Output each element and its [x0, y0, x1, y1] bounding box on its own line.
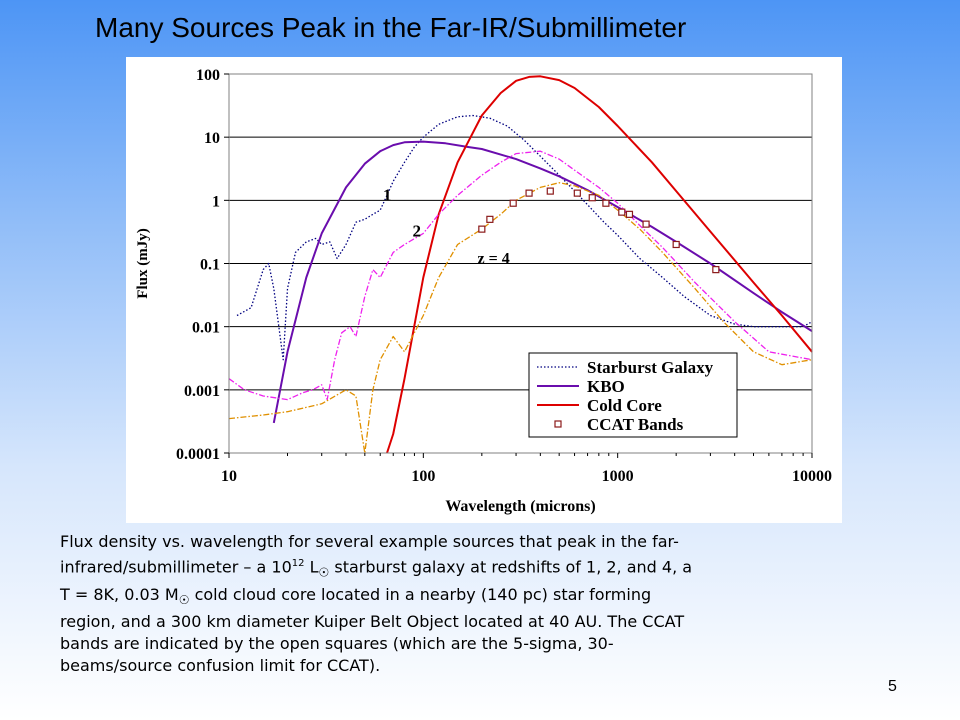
ccat-band-marker — [712, 266, 720, 274]
legend-label-ccat-bands: CCAT Bands — [587, 415, 684, 434]
caption-line-3a: T = 8K, 0.03 M — [60, 584, 179, 604]
annotation-z2: 2 — [413, 221, 422, 240]
flux-chart: 0.0001 0.001 0.01 0.1 1 10 100 10 100 1000 10000 W… — [135, 67, 832, 515]
legend-label-starburst-galaxy: Starburst Galaxy — [587, 358, 714, 377]
ccat-band-marker — [625, 210, 634, 218]
y-tick-label: 0.0001 — [176, 446, 220, 463]
slide-number: 5 — [888, 678, 897, 695]
series-line-cold-core — [386, 75, 813, 454]
annotation-z1: 1 — [383, 185, 392, 204]
y-tick-label: 0.001 — [184, 383, 220, 400]
y-tick-label: 100 — [196, 67, 220, 84]
caption-line-2b: L — [304, 557, 319, 577]
chart-panel: 0.0001 0.001 0.01 0.1 1 10 100 10 100 1000 10000 W… — [126, 57, 842, 523]
ccat-band-marker — [642, 220, 650, 228]
sun-symbol-2: ☉ — [178, 592, 190, 607]
y-axis-label: Flux (mJy) — [135, 228, 151, 298]
ccat-band-marker — [525, 189, 533, 197]
y-tick-label: 1 — [212, 193, 220, 210]
legend-label-kbo: KBO — [587, 377, 625, 396]
x-tick-label: 10000 — [792, 468, 832, 485]
y-tick-label: 0.01 — [192, 320, 220, 337]
x-tick-label: 100 — [411, 468, 435, 485]
caption-line-5: bands are indicated by the open squares … — [60, 633, 614, 653]
ccat-band-marker — [618, 208, 626, 216]
y-tick-label: 10 — [204, 130, 220, 147]
ccat-band-marker — [486, 215, 494, 223]
caption-line-2a: infrared/submillimeter – a 10 — [60, 557, 292, 577]
ccat-band-marker — [672, 240, 680, 249]
annotation-z4: z = 4 — [478, 251, 510, 268]
caption-line-4: region, and a 300 km diameter Kuiper Bel… — [60, 611, 685, 631]
legend-box — [528, 352, 738, 438]
ccat-band-marker — [546, 187, 554, 195]
ccat-band-marker — [478, 225, 486, 233]
sun-symbol-1: ☉ — [318, 565, 330, 580]
x-tick-label: 10 — [221, 468, 237, 485]
ccat-band-marker — [588, 194, 596, 202]
caption-line-2c: starburst galaxy at redshifts of 1, 2, a… — [329, 557, 693, 577]
tick-labels: 0.0001 0.001 0.01 0.1 1 10 100 10 100 1000 10000 — [176, 67, 832, 485]
series-line-kbo — [272, 140, 813, 424]
ccat-band-marker — [573, 189, 581, 197]
caption-superscript: 12 — [291, 558, 305, 569]
legend-label-cold-core: Cold Core — [587, 396, 662, 415]
series-line-z-2-starburst — [228, 150, 813, 401]
caption-line-1: Flux density vs. wavelength for several … — [60, 532, 679, 551]
caption-line-6: beams/source confusion limit for CCAT). — [60, 655, 381, 675]
figure-caption: Flux density vs. wavelength for several … — [60, 531, 900, 677]
x-axis-label: Wavelength (microns) — [445, 498, 595, 515]
slide-title: Many Sources Peak in the Far-IR/Submilli… — [95, 12, 687, 43]
x-tick-label: 1000 — [602, 468, 634, 485]
ccat-markers — [478, 187, 720, 274]
ccat-band-marker — [602, 199, 610, 207]
legend-swatch — [554, 420, 562, 428]
y-tick-label: 0.1 — [200, 257, 220, 274]
series-line-starburst-galaxy — [236, 114, 813, 361]
caption-line-3b: cold cloud core located in a nearby (140… — [189, 584, 652, 604]
ccat-band-marker — [509, 199, 517, 207]
